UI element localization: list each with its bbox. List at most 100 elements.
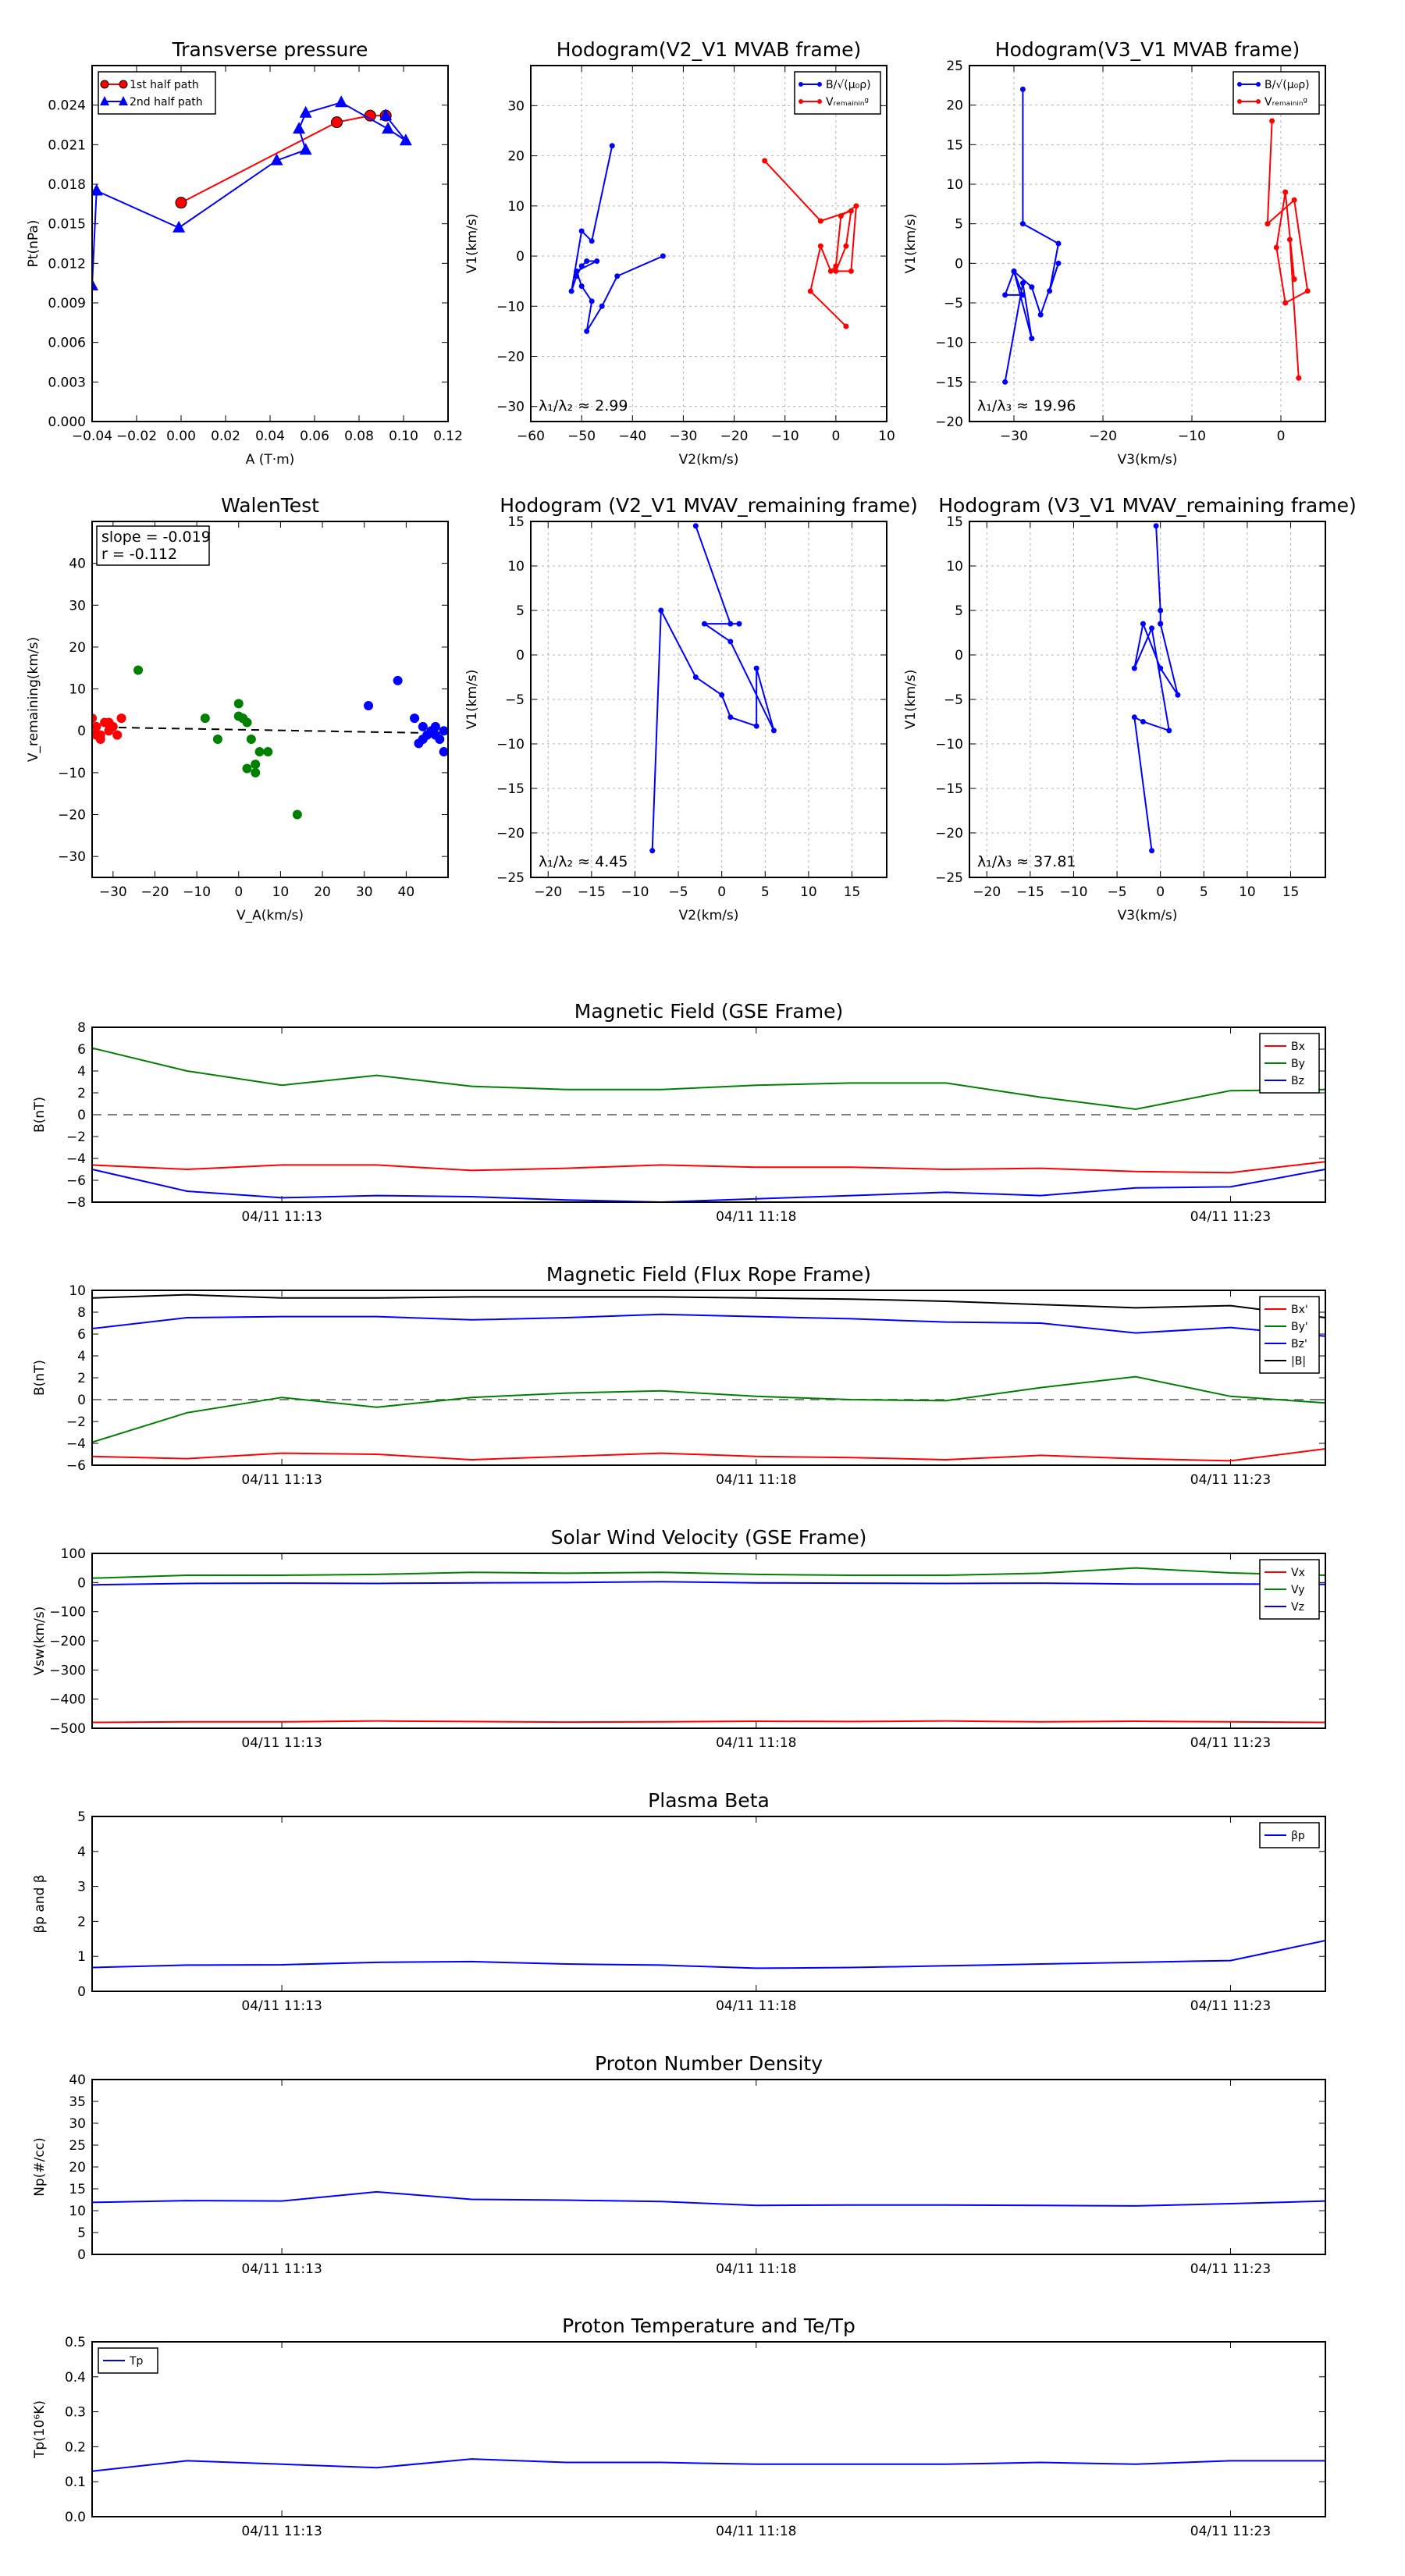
scatter-point bbox=[292, 809, 302, 820]
triangle-marker bbox=[270, 153, 283, 165]
line-point-marker bbox=[1002, 379, 1008, 385]
legend-label: By bbox=[1291, 1058, 1305, 1070]
scatter-point bbox=[439, 747, 448, 757]
y-tick-label: −15 bbox=[935, 781, 963, 797]
x-tick-label: −30 bbox=[1000, 429, 1028, 444]
legend-marker bbox=[119, 96, 128, 105]
y-tick-label: 0.024 bbox=[48, 98, 86, 114]
triangle-marker bbox=[382, 122, 395, 134]
line-point-marker bbox=[833, 263, 839, 269]
legend-label: Vx bbox=[1291, 1567, 1305, 1579]
y-tick-label: 0.018 bbox=[48, 177, 86, 193]
circle-marker bbox=[331, 116, 343, 129]
scatter-point bbox=[254, 747, 265, 757]
transverse-pressure-chart: Transverse pressure −0.04 −0.02 0.00 0.02 0.0… bbox=[26, 38, 463, 468]
hodogram-v2-v1-mvab-chart: Hodogram(V2_V1 MVAB frame) −60 −50 −40 −30 −2… bbox=[464, 38, 895, 468]
x-tick-label: 20 bbox=[314, 884, 331, 900]
x-axis-label: V2(km/s) bbox=[679, 908, 739, 923]
line-point-marker bbox=[1019, 86, 1026, 92]
y-tick-label: 20 bbox=[507, 149, 525, 165]
line-point-marker bbox=[770, 728, 777, 734]
y-tick-label: 10 bbox=[946, 559, 963, 575]
y-tick-label: 10 bbox=[69, 682, 86, 698]
line-point-marker bbox=[1019, 221, 1026, 227]
y-tick-label: 0 bbox=[955, 648, 963, 664]
y-tick-label: −10 bbox=[496, 299, 525, 315]
legend-marker bbox=[1237, 82, 1242, 87]
triangle-marker bbox=[299, 143, 312, 155]
y-tick-label: −300 bbox=[49, 1663, 86, 1678]
line-point-marker bbox=[753, 665, 759, 671]
chart-title: Hodogram(V2_V1 MVAB frame) bbox=[557, 38, 861, 61]
chart-title: Magnetic Field (Flux Rope Frame) bbox=[546, 1263, 871, 1286]
y-tick-label: 5 bbox=[516, 603, 525, 619]
y-axis-label: Vsw(km/s) bbox=[32, 1606, 48, 1676]
legend-label: βp bbox=[1291, 1830, 1305, 1842]
y-tick-label: 0 bbox=[77, 1575, 86, 1591]
x-tick-label: 04/11 11:18 bbox=[716, 2261, 796, 2277]
line-point-marker bbox=[649, 848, 656, 854]
x-tick-label: −20 bbox=[973, 884, 1001, 900]
stats-box bbox=[96, 525, 210, 566]
x-tick-label: 10 bbox=[272, 884, 290, 900]
y-tick-label: 40 bbox=[69, 557, 86, 572]
y-axis-label: V1(km/s) bbox=[903, 670, 919, 730]
x-tick-label: 04/11 11:13 bbox=[241, 1735, 322, 1751]
plot-frame bbox=[530, 65, 887, 422]
scatter-point bbox=[439, 726, 448, 736]
x-tick-label: 5 bbox=[1200, 884, 1208, 900]
legend-label: |B| bbox=[1291, 1355, 1306, 1368]
y-axis-label: B(nT) bbox=[32, 1097, 48, 1133]
x-tick-label: 0 bbox=[1277, 429, 1286, 444]
series-line bbox=[1133, 525, 1179, 851]
x-tick-label: 04/11 11:23 bbox=[1190, 1472, 1271, 1488]
x-tick-label: −10 bbox=[183, 884, 211, 900]
y-tick-label: 0.3 bbox=[65, 2405, 86, 2421]
circle-marker bbox=[175, 197, 187, 209]
legend-label: Vᵣₑₘₐᵢₙᵢₙᵍ bbox=[1264, 96, 1307, 109]
series-line bbox=[92, 1448, 1325, 1462]
x-tick-label: 04/11 11:13 bbox=[241, 1998, 322, 2014]
y-tick-label: −2 bbox=[66, 1414, 86, 1430]
legend-marker bbox=[799, 82, 803, 87]
x-tick-label: 0 bbox=[1156, 884, 1165, 900]
legend-box bbox=[794, 71, 881, 115]
x-tick-label: −15 bbox=[1016, 884, 1044, 900]
y-tick-label: −20 bbox=[935, 826, 963, 841]
chart-title: Proton Number Density bbox=[595, 2052, 823, 2075]
x-tick-label: 40 bbox=[398, 884, 415, 900]
legend-box bbox=[1259, 1296, 1320, 1374]
line-point-marker bbox=[594, 258, 600, 264]
y-tick-label: 30 bbox=[507, 98, 525, 114]
y-tick-label: 20 bbox=[946, 98, 963, 114]
line-point-marker bbox=[1291, 197, 1297, 203]
series-line bbox=[92, 1313, 1325, 1337]
line-point-marker bbox=[853, 203, 859, 209]
line-point-marker bbox=[1264, 221, 1271, 227]
y-tick-label: 0.5 bbox=[65, 2335, 86, 2350]
line-point-marker bbox=[817, 243, 823, 249]
y-axis-label: βp and β bbox=[32, 1874, 48, 1933]
scatter-point bbox=[251, 767, 261, 777]
scatter-point bbox=[251, 760, 261, 770]
scatter-point bbox=[92, 721, 101, 731]
scatter-point bbox=[418, 734, 428, 744]
chart-title: Transverse pressure bbox=[172, 38, 368, 61]
legend-label: Vz bbox=[1291, 1601, 1304, 1614]
y-axis-label: V_remaining(km/s) bbox=[26, 637, 41, 762]
legend-label: Vy bbox=[1291, 1584, 1305, 1596]
y-tick-label: 0 bbox=[77, 1984, 86, 2000]
proton-number-density-chart: Proton Number Density 04/11 11:13 04/11 11… bbox=[32, 2052, 1326, 2277]
x-tick-label: −20 bbox=[534, 884, 562, 900]
x-axis-label: V3(km/s) bbox=[1118, 908, 1178, 923]
x-tick-label: 04/11 11:13 bbox=[241, 1472, 322, 1488]
y-axis-label: V1(km/s) bbox=[464, 670, 480, 730]
x-tick-label: −20 bbox=[141, 884, 169, 900]
y-tick-label: −25 bbox=[496, 870, 525, 886]
x-tick-label: 04/11 11:23 bbox=[1190, 1735, 1271, 1751]
series-line bbox=[180, 115, 386, 204]
x-tick-label: 0.00 bbox=[166, 429, 196, 444]
hodogram-v3-v1-mvab-chart: Hodogram(V3_V1 MVAB frame) −30 −20 −10 0 −20 −… bbox=[903, 38, 1326, 468]
triangle-marker bbox=[379, 109, 393, 121]
y-axis-label: Pt(nPa) bbox=[26, 220, 41, 268]
